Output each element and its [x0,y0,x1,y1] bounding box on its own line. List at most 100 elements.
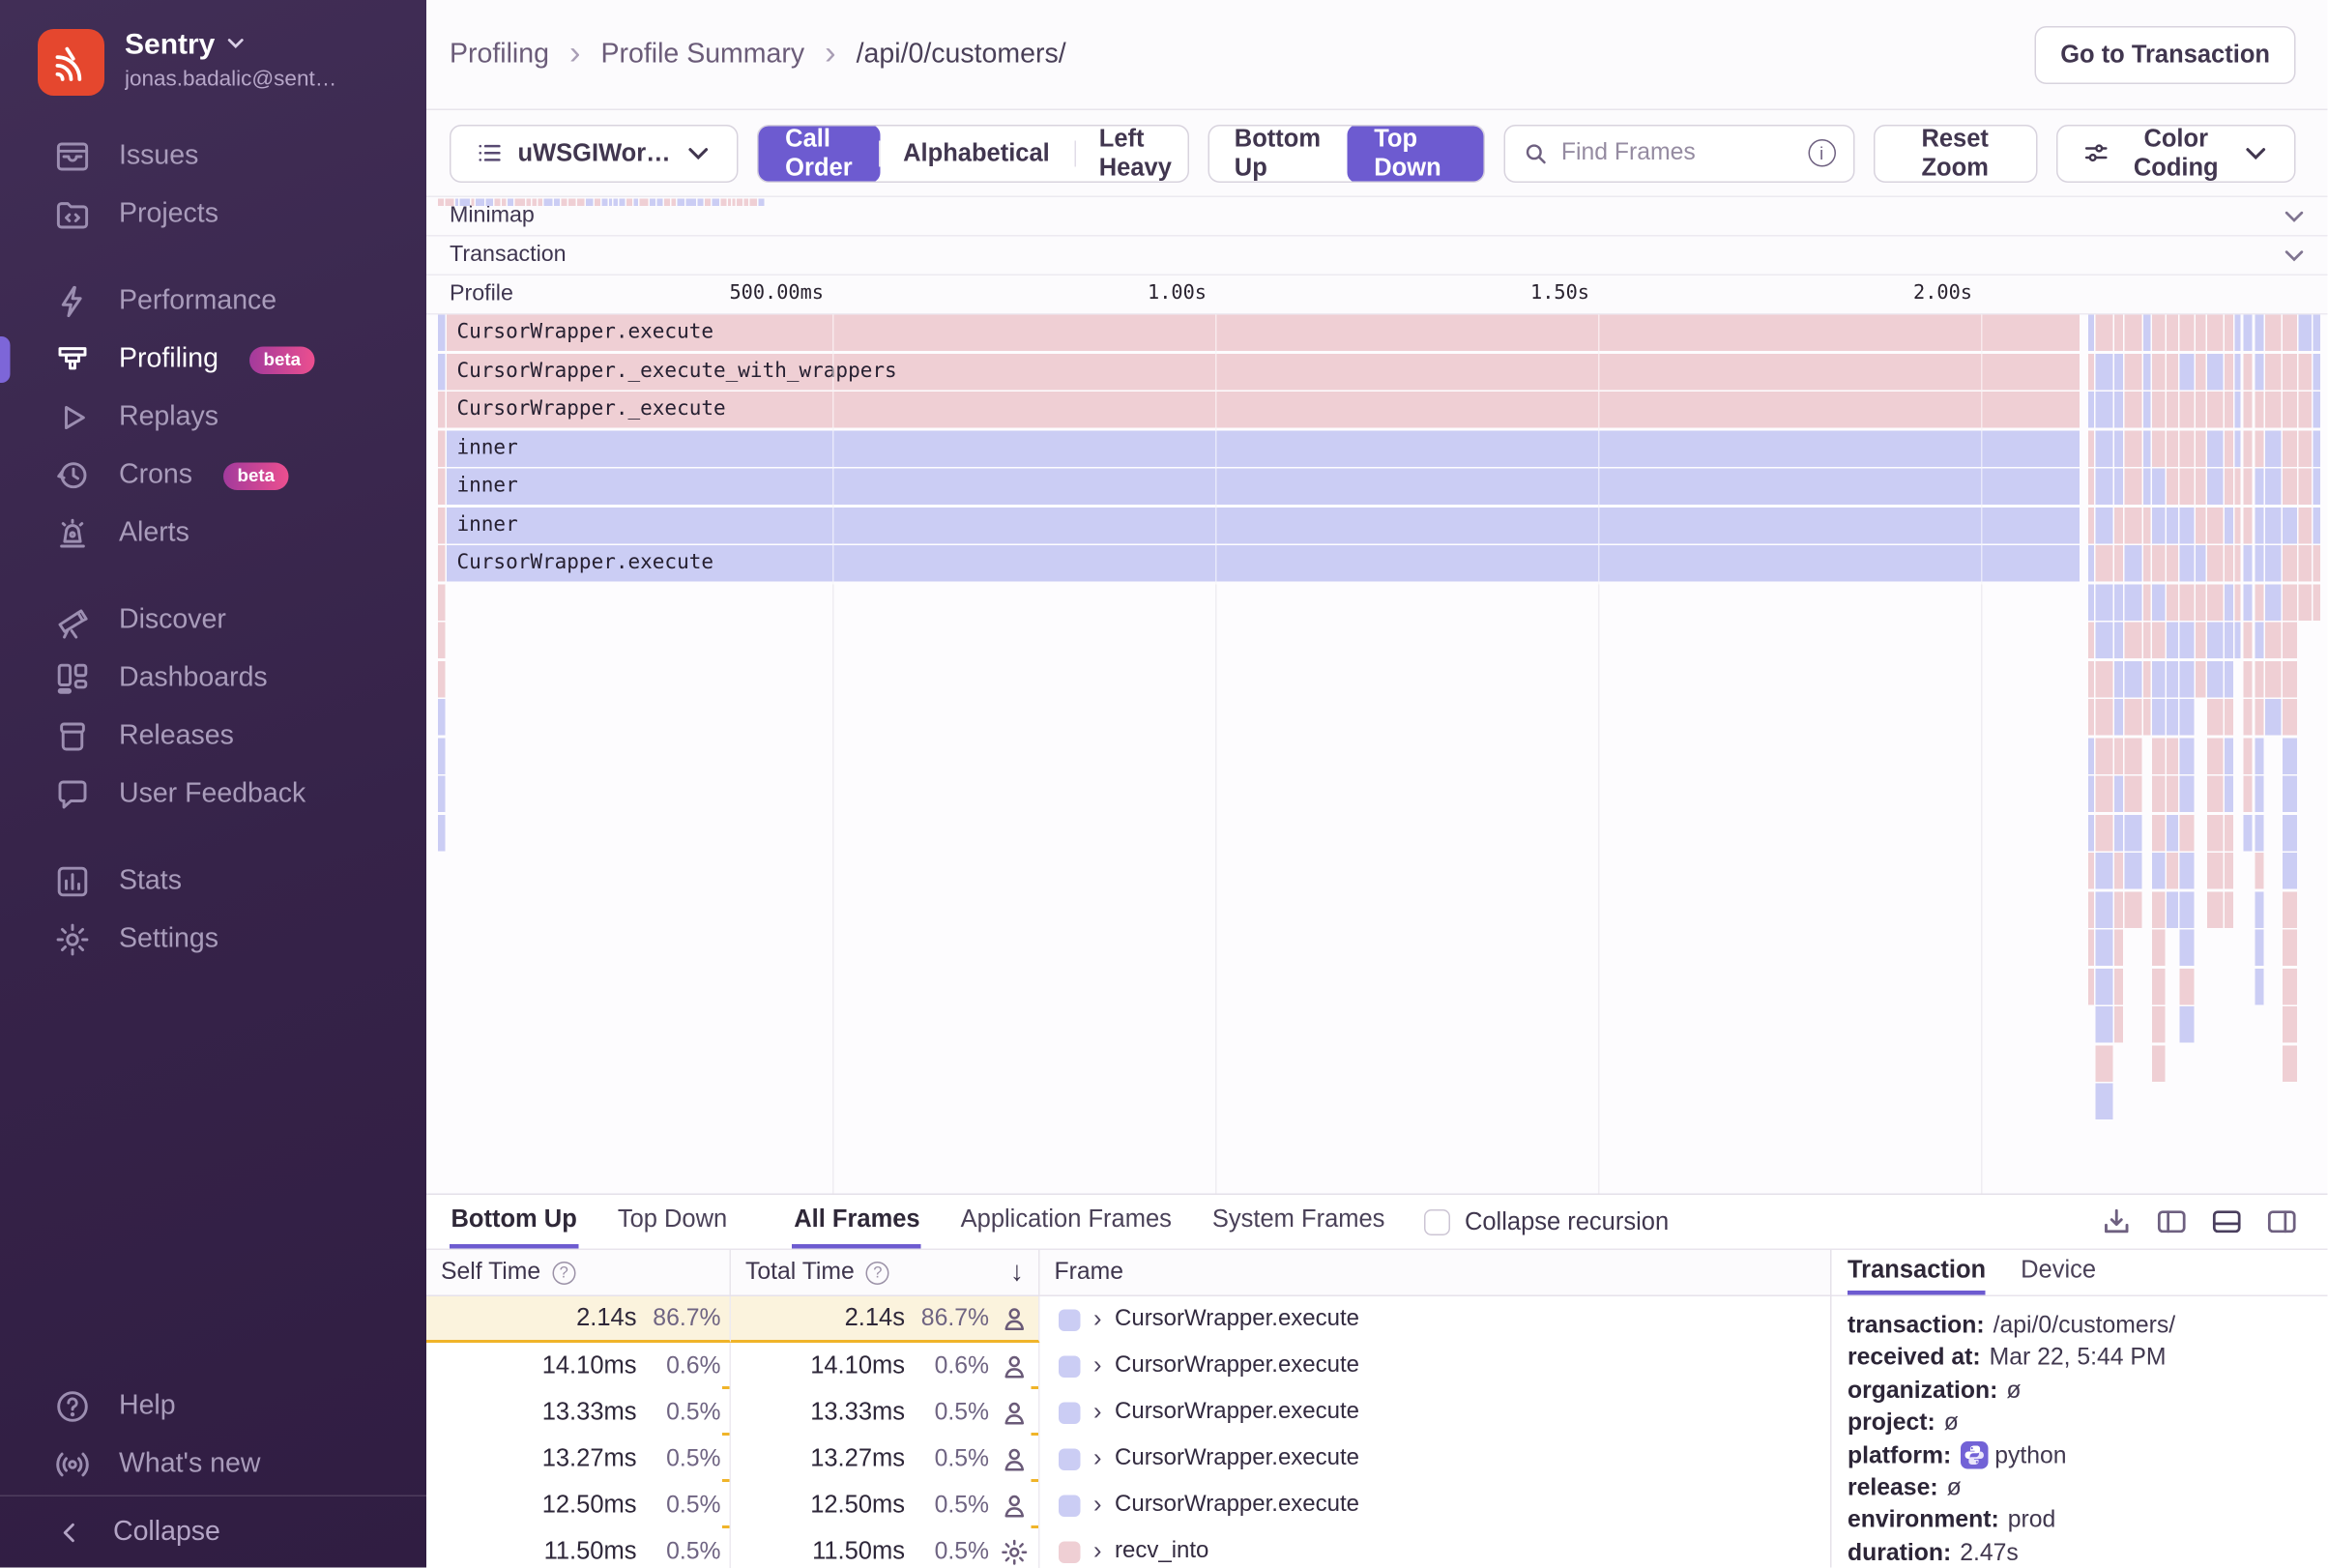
sort-option-left-heavy[interactable]: Left Heavy [1074,126,1188,181]
flame-frame-bar-small[interactable] [2179,1006,2195,1043]
flame-frame-bar-small[interactable] [2096,890,2113,928]
column-header-frame[interactable]: Frame [1040,1250,1831,1295]
flame-frame-bar-small[interactable] [2196,507,2205,543]
flame-frame-bar-small[interactable] [2196,353,2205,390]
flame-frame-bar[interactable]: inner [447,429,2080,467]
flame-frame-bar-small[interactable] [2283,507,2297,543]
flame-frame-bar-small[interactable] [2142,545,2151,582]
color-coding-dropdown[interactable]: Color Coding [2055,124,2296,183]
flame-frame-bar-small[interactable] [2124,545,2141,582]
flame-frame-bar-small[interactable] [2114,392,2123,428]
flame-frame-bar-small[interactable] [2298,314,2313,351]
flame-frame-bar-small[interactable] [2265,545,2282,582]
sidebar-item-help[interactable]: Help [0,1378,426,1436]
flame-frame-bar-small[interactable] [2088,622,2095,658]
flame-frame-bar-small[interactable] [2179,775,2195,812]
flame-frame-bar-small[interactable] [2124,699,2141,736]
flame-frame-bar-small[interactable] [2167,429,2178,467]
flame-frame-bar-small[interactable] [2265,507,2282,543]
flame-frame-bar-small[interactable] [2088,775,2095,812]
flame-frame-bar-small[interactable] [2088,814,2095,851]
flame-frame-bar-small[interactable] [2124,429,2141,467]
direction-option-top-down[interactable]: Top Down [1346,125,1483,181]
sidebar-item-crons[interactable]: Crons beta [0,447,426,505]
flame-frame-bar-small[interactable] [2206,853,2223,889]
flame-frame-bar-small[interactable] [2152,814,2166,851]
sidebar-item-discover[interactable]: Discover [0,592,426,650]
flame-frame-bar-small[interactable] [2088,737,2095,774]
flame-frame-bar-small[interactable] [2114,429,2123,467]
flame-frame-bar-small[interactable] [2167,814,2178,851]
flame-frame-bar-small[interactable] [2152,583,2166,621]
flame-frame-bar-small[interactable] [2283,468,2297,505]
flame-frame-bar-small[interactable] [2152,890,2166,928]
flame-frame-bar-small[interactable] [2167,507,2178,543]
flame-frame-bar-small[interactable] [2167,775,2178,812]
collapse-recursion-toggle[interactable]: Collapse recursion [1423,1195,1669,1249]
flame-edge-segment[interactable] [438,583,445,621]
flame-frame-bar-small[interactable] [2206,583,2223,621]
flame-frame-bar-small[interactable] [2255,737,2264,774]
flame-frame-bar-small[interactable] [2196,622,2205,658]
flame-frame-bar-small[interactable] [2313,583,2320,621]
flame-frame-bar-small[interactable] [2114,468,2123,505]
flame-frame-bar-small[interactable] [2152,929,2166,966]
flame-frame-bar-small[interactable] [2152,775,2166,812]
flame-frame-bar-small[interactable] [2088,353,2095,390]
flame-frame-bar-small[interactable] [2224,507,2233,543]
chevron-down-icon[interactable] [2282,243,2308,269]
flame-frame-bar-small[interactable] [2255,468,2264,505]
frame-cell[interactable]: › recv_into [1040,1528,1831,1568]
flame-frame-bar-small[interactable] [2179,853,2195,889]
flame-frame-bar-small[interactable] [2298,545,2313,582]
collapse-recursion-checkbox[interactable] [1423,1208,1450,1235]
flame-frame-bar-small[interactable] [2206,468,2223,505]
flame-frame-bar-small[interactable] [2224,545,2233,582]
flame-frame-bar-small[interactable] [2255,814,2264,851]
flame-frame-bar-small[interactable] [2096,314,2113,351]
direction-option-bottom-up[interactable]: Bottom Up [1234,124,1322,181]
table-row[interactable]: 2.14s 86.7% 2.14s 86.7% › CursorWrapper.execu… [426,1296,1830,1343]
flame-frame-bar-small[interactable] [2265,622,2282,658]
flame-frame-bar-small[interactable] [2179,890,2195,928]
flame-frame-bar-small[interactable] [2224,429,2233,467]
flame-edge-segment[interactable] [438,737,445,774]
flame-frame-bar-small[interactable] [2114,507,2123,543]
flame-frame-bar-small[interactable] [2234,583,2242,621]
flame-frame-bar-small[interactable] [2096,392,2113,428]
flame-frame-bar-small[interactable] [2152,545,2166,582]
flame-frame-bar-small[interactable] [2224,314,2233,351]
flame-frame-bar-small[interactable] [2179,353,2195,390]
flame-frame-bar-small[interactable] [2088,583,2095,621]
flame-frame-bar-small[interactable] [2114,814,2123,851]
flame-frame-bar-small[interactable] [2142,429,2151,467]
tab-bottom-up[interactable]: Bottom Up [450,1195,579,1249]
flame-frame-bar-small[interactable] [2179,468,2195,505]
flame-frame-bar-small[interactable] [2206,814,2223,851]
flame-frame-bar-small[interactable] [2196,392,2205,428]
flame-frame-bar-small[interactable] [2265,583,2282,621]
flame-frame-bar-small[interactable] [2196,660,2205,697]
flame-frame-bar-small[interactable] [2224,660,2233,697]
flame-frame-bar-small[interactable] [2114,353,2123,390]
flame-frame-bar-small[interactable] [2114,545,2123,582]
flame-frame-bar-small[interactable] [2167,890,2178,928]
flame-frame-bar-small[interactable] [2114,968,2123,1004]
flame-frame-bar-small[interactable] [2243,622,2254,658]
sidebar-item-replays[interactable]: Replays [0,389,426,447]
flame-frame-bar-small[interactable] [2167,622,2178,658]
flame-frame-bar-small[interactable] [2152,429,2166,467]
flame-frame-bar-small[interactable] [2088,968,2095,1004]
flame-frame-bar-small[interactable] [2124,583,2141,621]
sidebar-item-dashboards[interactable]: Dashboards [0,650,426,708]
flame-frame-bar-small[interactable] [2124,660,2141,697]
flame-frame-bar-small[interactable] [2114,660,2123,697]
flame-frame-bar-small[interactable] [2196,468,2205,505]
flame-frame-bar-small[interactable] [2283,853,2297,889]
flame-frame-bar-small[interactable] [2124,353,2141,390]
flame-frame-bar-small[interactable] [2224,392,2233,428]
flame-frame-bar-small[interactable] [2283,429,2297,467]
flame-frame-bar-small[interactable] [2179,583,2195,621]
flame-frame-bar-small[interactable] [2124,314,2141,351]
flame-frame-bar-small[interactable] [2167,392,2178,428]
